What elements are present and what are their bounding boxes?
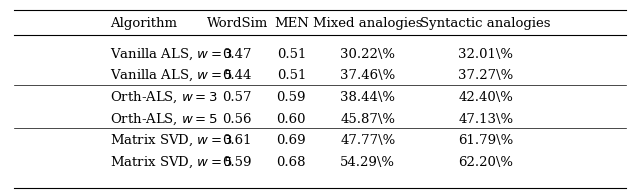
Text: 54.29\%: 54.29\%	[340, 156, 396, 169]
Text: 45.87\%: 45.87\%	[340, 112, 396, 125]
Text: Mixed analogies: Mixed analogies	[313, 17, 422, 31]
Text: 47.77\%: 47.77\%	[340, 134, 396, 147]
Text: Orth-ALS, $w = 3$: Orth-ALS, $w = 3$	[109, 90, 218, 105]
Text: 0.59: 0.59	[276, 91, 306, 104]
Text: 0.68: 0.68	[276, 156, 306, 169]
Text: Algorithm: Algorithm	[109, 17, 177, 31]
Text: 0.59: 0.59	[223, 156, 252, 169]
Text: Matrix SVD, $w = 3$: Matrix SVD, $w = 3$	[109, 133, 233, 148]
Text: 0.44: 0.44	[223, 69, 252, 82]
Text: 62.20\%: 62.20\%	[458, 156, 513, 169]
Text: MEN: MEN	[274, 17, 308, 31]
Text: Syntactic analogies: Syntactic analogies	[420, 17, 551, 31]
Text: WordSim: WordSim	[207, 17, 268, 31]
Text: 38.44\%: 38.44\%	[340, 91, 396, 104]
Text: 42.40\%: 42.40\%	[458, 91, 513, 104]
Text: 37.27\%: 37.27\%	[458, 69, 513, 82]
Text: 0.61: 0.61	[223, 134, 252, 147]
Text: Vanilla ALS, $w = 3$: Vanilla ALS, $w = 3$	[109, 46, 233, 62]
Text: 0.56: 0.56	[223, 112, 252, 125]
Text: Vanilla ALS, $w = 5$: Vanilla ALS, $w = 5$	[109, 68, 233, 83]
Text: Matrix SVD, $w = 5$: Matrix SVD, $w = 5$	[109, 155, 233, 170]
Text: 0.51: 0.51	[276, 69, 306, 82]
Text: 0.60: 0.60	[276, 112, 306, 125]
Text: 0.69: 0.69	[276, 134, 306, 147]
Text: 30.22\%: 30.22\%	[340, 48, 396, 61]
Text: 0.51: 0.51	[276, 48, 306, 61]
Text: 32.01\%: 32.01\%	[458, 48, 513, 61]
Text: 37.46\%: 37.46\%	[340, 69, 396, 82]
Text: 47.13\%: 47.13\%	[458, 112, 513, 125]
Text: 0.47: 0.47	[223, 48, 252, 61]
Text: 61.79\%: 61.79\%	[458, 134, 513, 147]
Text: 0.57: 0.57	[223, 91, 252, 104]
Text: Orth-ALS, $w = 5$: Orth-ALS, $w = 5$	[109, 111, 218, 127]
